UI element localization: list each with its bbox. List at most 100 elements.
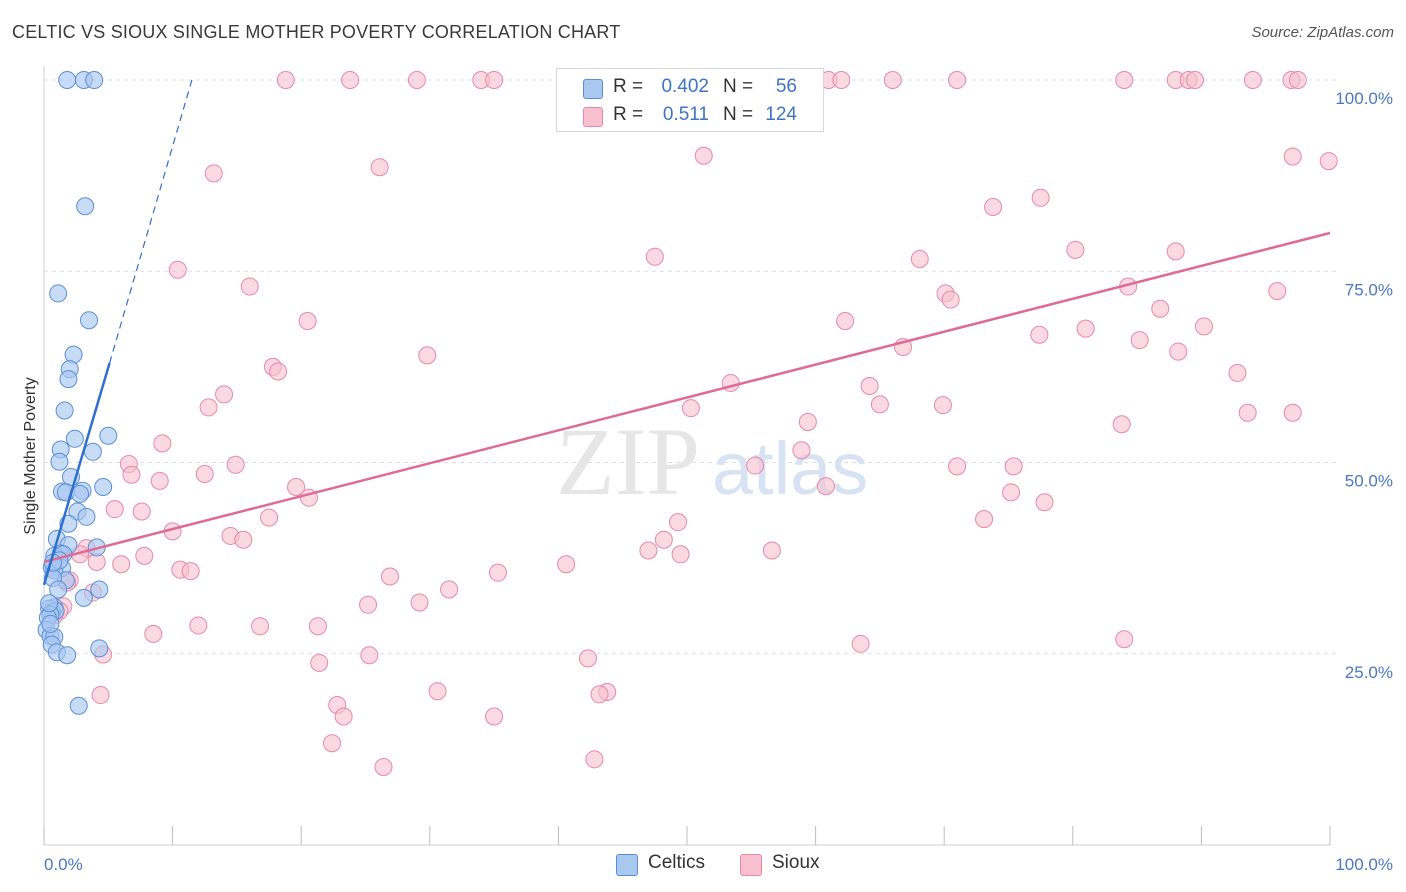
sioux-point: [1035, 493, 1054, 512]
sioux-point: [374, 757, 393, 776]
sioux-point: [410, 593, 429, 612]
sioux-point: [681, 399, 700, 418]
celtics-point: [50, 452, 69, 471]
sioux-point: [428, 682, 447, 701]
sioux-point: [1166, 242, 1185, 261]
sioux-point: [135, 546, 154, 565]
sioux-point: [334, 707, 353, 726]
watermark: ZIP atlas: [556, 408, 868, 515]
celtics-point: [90, 639, 109, 658]
sioux-point: [1031, 188, 1050, 207]
sioux-point: [310, 653, 329, 672]
sioux-point: [181, 562, 200, 581]
sioux-point: [226, 455, 245, 474]
sioux-point: [557, 555, 576, 574]
sioux-point: [798, 412, 817, 431]
sioux-point: [1194, 317, 1213, 336]
celtics-n-label: N =: [723, 76, 754, 97]
sioux-point: [1238, 403, 1257, 422]
sioux-point: [1004, 457, 1023, 476]
celtics-swatch: [583, 79, 603, 99]
sioux-point: [1076, 319, 1095, 338]
bottom-sioux-label: Sioux: [772, 852, 820, 873]
sioux-point: [1112, 415, 1131, 434]
sioux-point: [370, 158, 389, 177]
sioux-point: [792, 441, 811, 460]
celtics-n-value: 56: [775, 76, 797, 97]
gridlines: [44, 79, 1336, 655]
celtics-point: [55, 401, 74, 420]
sioux-point: [694, 146, 713, 165]
sioux-point: [975, 510, 994, 529]
celtics-point: [85, 71, 104, 89]
sioux-point: [832, 71, 851, 89]
celtics-point: [80, 311, 99, 330]
sioux-point: [984, 197, 1003, 216]
sioux-point: [860, 377, 879, 395]
sioux-point: [1283, 147, 1302, 166]
sioux-point: [380, 567, 399, 586]
sioux-point: [1185, 71, 1204, 89]
stats-legend: R = 0.402 N = 56 R = 0.511 N = 124: [556, 68, 824, 132]
celtics-point: [49, 580, 68, 599]
legend-row-celtics: R = 0.402 N = 56: [557, 73, 823, 101]
sioux-point: [668, 513, 687, 532]
celtics-point: [90, 580, 109, 599]
sioux-point: [105, 500, 124, 519]
sioux-point: [1130, 331, 1149, 350]
tick-labels: 25.0% 50.0% 75.0% 100.0% 0.0% 100.0%: [44, 89, 1393, 874]
sioux-point: [240, 277, 259, 296]
bottom-celtics-swatch: [616, 854, 638, 876]
sioux-point: [1151, 299, 1170, 318]
sioux-r-label: R =: [613, 104, 644, 125]
sioux-point: [440, 580, 459, 599]
sioux-point: [215, 385, 234, 404]
y-tick-label-50: 50.0%: [1345, 472, 1393, 491]
sioux-point: [1288, 71, 1307, 89]
sioux-point: [407, 71, 426, 89]
sioux-point: [654, 530, 673, 549]
sioux-point: [1169, 342, 1188, 361]
celtics-point: [83, 442, 102, 461]
celtics-point: [58, 71, 77, 89]
sioux-point: [578, 649, 597, 668]
celtics-point: [69, 696, 88, 715]
sioux-point: [836, 311, 855, 330]
celtics-points: [37, 71, 118, 715]
sioux-point: [1066, 240, 1085, 259]
sioux-point: [360, 646, 379, 665]
sioux-point: [234, 530, 253, 549]
sioux-point: [870, 395, 889, 414]
sioux-point: [287, 477, 306, 496]
sioux-point: [948, 71, 967, 89]
sioux-point: [645, 247, 664, 266]
sioux-point: [91, 686, 110, 705]
sioux-point: [1319, 152, 1338, 171]
celtics-point: [94, 477, 113, 496]
sioux-point: [1115, 630, 1134, 649]
sioux-point: [260, 508, 279, 527]
sioux-point: [112, 555, 131, 574]
celtics-point: [58, 646, 77, 665]
sioux-point: [1243, 71, 1262, 89]
y-tick-label-75: 75.0%: [1345, 280, 1393, 299]
sioux-point: [199, 398, 218, 417]
celtics-point: [59, 370, 78, 389]
sioux-point: [323, 734, 342, 753]
sioux-point: [948, 457, 967, 476]
sioux-point: [488, 563, 507, 582]
sioux-n-value: 124: [765, 104, 797, 125]
sioux-point: [122, 465, 141, 484]
celtics-r-value: 0.402: [661, 76, 709, 97]
watermark-atlas: atlas: [712, 427, 868, 510]
sioux-point: [485, 71, 504, 89]
sioux-point: [851, 634, 870, 653]
sioux-point: [941, 290, 960, 309]
sioux-point: [251, 617, 270, 636]
sioux-point: [276, 71, 295, 89]
sioux-point: [746, 456, 765, 475]
sioux-point: [308, 617, 327, 636]
sioux-point: [910, 250, 929, 269]
sioux-point: [144, 624, 163, 643]
